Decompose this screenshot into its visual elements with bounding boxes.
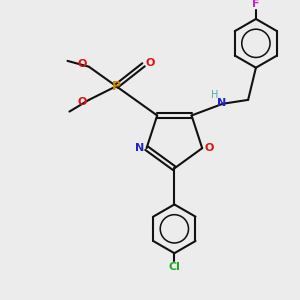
Text: N: N [135,143,144,153]
Text: O: O [146,58,155,68]
Text: Cl: Cl [168,262,180,272]
Text: H: H [211,90,219,100]
Text: F: F [252,0,260,9]
Text: O: O [204,143,214,153]
Text: P: P [112,80,121,93]
Text: O: O [77,97,87,107]
Text: N: N [217,98,226,108]
Text: O: O [77,59,87,69]
